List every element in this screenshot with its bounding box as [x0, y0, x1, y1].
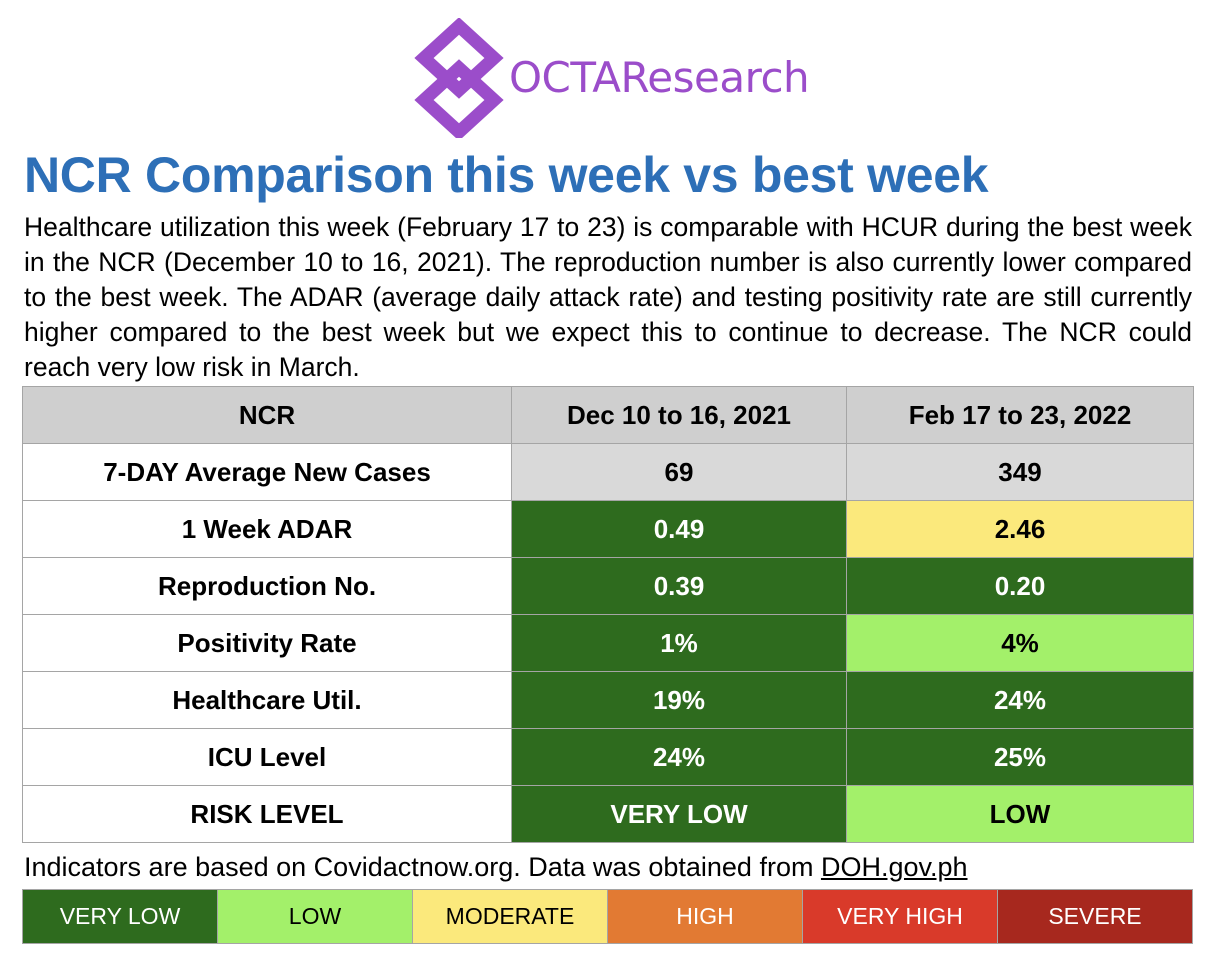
risk-legend: VERY LOW LOW MODERATE HIGH VERY HIGH SEV…: [22, 889, 1193, 944]
cell-this-week: 4%: [847, 615, 1194, 672]
page-title: NCR Comparison this week vs best week: [24, 146, 988, 204]
source-note: Indicators are based on Covidactnow.org.…: [24, 852, 968, 883]
octa-logo: OCTAResearch: [414, 18, 814, 138]
cell-best-week: 69: [512, 444, 847, 501]
legend-item: MODERATE: [413, 890, 608, 943]
cell-this-week: 25%: [847, 729, 1194, 786]
row-label: Reproduction No.: [23, 558, 512, 615]
brand-name: OCTAResearch: [509, 53, 809, 102]
table-row: Healthcare Util. 19% 24%: [23, 672, 1194, 729]
cell-this-week: 349: [847, 444, 1194, 501]
cell-best-week: VERY LOW: [512, 786, 847, 843]
legend-item: VERY HIGH: [803, 890, 998, 943]
cell-this-week: 24%: [847, 672, 1194, 729]
table-header-row: NCR Dec 10 to 16, 2021 Feb 17 to 23, 202…: [23, 387, 1194, 444]
row-label: Positivity Rate: [23, 615, 512, 672]
cell-best-week: 0.49: [512, 501, 847, 558]
row-label: 7-DAY Average New Cases: [23, 444, 512, 501]
row-label: RISK LEVEL: [23, 786, 512, 843]
legend-item: VERY LOW: [23, 890, 218, 943]
cell-best-week: 0.39: [512, 558, 847, 615]
legend-item: SEVERE: [998, 890, 1192, 943]
row-label: Healthcare Util.: [23, 672, 512, 729]
table-row: ICU Level 24% 25%: [23, 729, 1194, 786]
legend-item: HIGH: [608, 890, 803, 943]
doh-link[interactable]: DOH.gov.ph: [821, 852, 968, 882]
source-note-text: Indicators are based on Covidactnow.org.…: [24, 852, 821, 882]
header-ncr: NCR: [23, 387, 512, 444]
table-row: Reproduction No. 0.39 0.20: [23, 558, 1194, 615]
header-best-week: Dec 10 to 16, 2021: [512, 387, 847, 444]
cell-this-week: LOW: [847, 786, 1194, 843]
table-row: RISK LEVEL VERY LOW LOW: [23, 786, 1194, 843]
table-row: Positivity Rate 1% 4%: [23, 615, 1194, 672]
cell-best-week: 1%: [512, 615, 847, 672]
octa-logo-icon: [414, 18, 504, 138]
table-row: 7-DAY Average New Cases 69 349: [23, 444, 1194, 501]
header-this-week: Feb 17 to 23, 2022: [847, 387, 1194, 444]
comparison-table: NCR Dec 10 to 16, 2021 Feb 17 to 23, 202…: [22, 386, 1194, 843]
cell-best-week: 24%: [512, 729, 847, 786]
legend-item: LOW: [218, 890, 413, 943]
row-label: ICU Level: [23, 729, 512, 786]
cell-best-week: 19%: [512, 672, 847, 729]
cell-this-week: 0.20: [847, 558, 1194, 615]
cell-this-week: 2.46: [847, 501, 1194, 558]
table-row: 1 Week ADAR 0.49 2.46: [23, 501, 1194, 558]
description: Healthcare utilization this week (Februa…: [24, 210, 1192, 385]
row-label: 1 Week ADAR: [23, 501, 512, 558]
